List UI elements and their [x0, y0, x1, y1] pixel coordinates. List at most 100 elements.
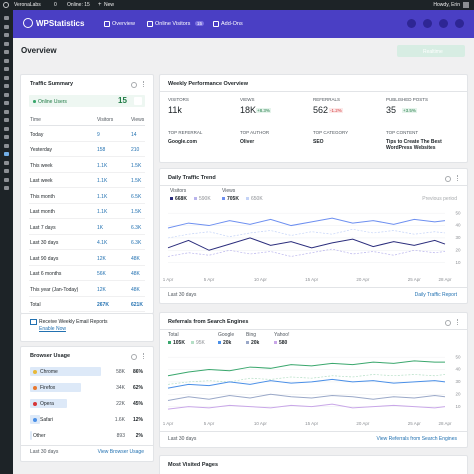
admin-sidebar	[0, 10, 13, 474]
footer-link[interactable]: Daily Traffic Report	[414, 292, 457, 298]
menu-icon[interactable]	[4, 160, 9, 165]
row-value[interactable]: 1.1K	[97, 178, 108, 184]
online-button[interactable]	[134, 97, 142, 105]
row-value[interactable]: 1.1K	[97, 193, 108, 200]
period-select[interactable]: Last 30 days	[30, 449, 59, 455]
refresh-icon[interactable]	[445, 176, 451, 182]
menu-icon[interactable]	[4, 50, 9, 54]
menu-icon[interactable]	[4, 186, 9, 190]
nav-item[interactable]: Online Visitors	[155, 21, 191, 27]
legend-previous: 95K	[196, 340, 205, 346]
legend-name[interactable]: Google	[218, 332, 235, 338]
top-value[interactable]: Oliver	[240, 139, 255, 145]
menu-icon[interactable]	[4, 169, 9, 173]
header-icon[interactable]	[455, 19, 464, 28]
row-value[interactable]: 48K	[131, 271, 140, 277]
top-value[interactable]: Tips to Create The Best WordPress Websit…	[386, 139, 442, 151]
realtime-button[interactable]	[397, 45, 465, 57]
online-count[interactable]: Online: 15	[67, 2, 90, 8]
new-link[interactable]: New	[104, 2, 115, 8]
menu-icon[interactable]	[457, 175, 460, 181]
refresh-icon[interactable]	[131, 354, 137, 360]
row-value[interactable]: 1.1K	[97, 209, 108, 215]
user-greeting[interactable]: Howdy, Erin	[433, 2, 460, 8]
header-icon[interactable]	[423, 19, 432, 28]
row-value[interactable]: 48K	[131, 255, 140, 262]
nav-item[interactable]: Add-Ons	[221, 21, 243, 27]
nav-item[interactable]: Overview	[112, 21, 135, 27]
row-value[interactable]: 14	[131, 131, 137, 138]
menu-icon[interactable]	[4, 24, 9, 29]
menu-icon[interactable]	[4, 67, 9, 71]
period-select[interactable]: Last 30 days	[168, 292, 197, 298]
browser-name: Safari	[40, 417, 54, 423]
row-value[interactable]: 6.3K	[131, 224, 142, 231]
menu-icon[interactable]	[4, 177, 9, 182]
row-label: Last 90 days	[30, 255, 59, 262]
page-title: Overview	[21, 46, 57, 55]
row-value[interactable]: 158	[97, 147, 106, 153]
nav-icon[interactable]	[213, 21, 219, 27]
header-icon[interactable]	[439, 19, 448, 28]
row-value[interactable]: 9	[97, 131, 100, 138]
previous-legend[interactable]: Previous period	[422, 196, 457, 202]
legend-name[interactable]: Visitors	[170, 188, 187, 194]
nav-icon[interactable]	[147, 21, 153, 27]
refresh-icon[interactable]	[131, 82, 137, 88]
refresh-icon[interactable]	[445, 320, 451, 326]
legend-name[interactable]: Total	[168, 332, 179, 338]
row-value[interactable]: 1.5K	[131, 178, 142, 184]
menu-icon[interactable]	[4, 41, 9, 46]
menu-icon[interactable]	[143, 353, 146, 359]
realtime-label[interactable]: Realtime	[423, 48, 443, 55]
top-value[interactable]: Google.com	[168, 139, 197, 145]
card-title: Daily Traffic Trend	[168, 175, 216, 181]
menu-icon[interactable]	[4, 118, 9, 122]
menu-icon[interactable]	[4, 101, 9, 105]
top-value[interactable]: SEO	[313, 139, 324, 145]
site-name[interactable]: VeronaLabs	[14, 2, 41, 8]
legend-name[interactable]: Bing	[246, 332, 257, 338]
menu-icon[interactable]	[4, 84, 9, 88]
browser-name: Other	[33, 433, 46, 439]
row-label: Total	[30, 302, 41, 308]
nav-icon[interactable]	[104, 21, 110, 27]
menu-icon[interactable]	[143, 81, 146, 87]
menu-icon[interactable]	[4, 126, 9, 131]
menu-icon[interactable]	[4, 75, 9, 80]
menu-icon[interactable]	[457, 319, 460, 325]
footer-link[interactable]: View Browser Usage	[97, 449, 144, 455]
menu-icon[interactable]	[4, 143, 9, 148]
row-value[interactable]: 210	[131, 147, 140, 153]
row-value[interactable]: 12K	[97, 255, 106, 262]
legend-name[interactable]: Yahoo!	[274, 332, 290, 338]
legend-previous: 650K	[251, 196, 263, 202]
row-value[interactable]: 621K	[131, 302, 143, 308]
header-icon[interactable]	[407, 19, 416, 28]
menu-icon[interactable]	[4, 58, 9, 63]
comments-count[interactable]: 0	[54, 2, 57, 8]
row-value[interactable]: 48K	[131, 286, 140, 293]
row-value[interactable]: 12K	[97, 286, 106, 293]
column-header: Time	[30, 117, 41, 123]
row-label: Last 6 months	[30, 271, 62, 277]
footer-link[interactable]: View Referrals from Search Engines	[376, 436, 458, 442]
menu-icon[interactable]	[4, 92, 9, 97]
menu-icon[interactable]	[4, 16, 9, 20]
row-value[interactable]: 1.1K	[97, 162, 108, 169]
menu-icon[interactable]	[4, 109, 9, 114]
row-value[interactable]: 267K	[97, 302, 109, 308]
menu-icon[interactable]	[4, 135, 9, 139]
period-select[interactable]: Last 30 days	[168, 436, 197, 442]
row-value[interactable]: 4.1K	[97, 240, 108, 246]
row-value[interactable]: 56K	[97, 271, 106, 277]
menu-icon[interactable]	[4, 152, 9, 156]
row-value[interactable]: 6.5K	[131, 193, 142, 200]
menu-icon[interactable]	[4, 33, 9, 37]
row-value[interactable]: 1.5K	[131, 162, 142, 169]
legend-name[interactable]: Views	[222, 188, 236, 194]
row-value[interactable]: 6.3K	[131, 240, 142, 246]
email-link[interactable]: Enable Now	[39, 326, 66, 332]
row-value[interactable]: 1K	[97, 224, 104, 231]
row-value[interactable]: 1.5K	[131, 209, 142, 215]
